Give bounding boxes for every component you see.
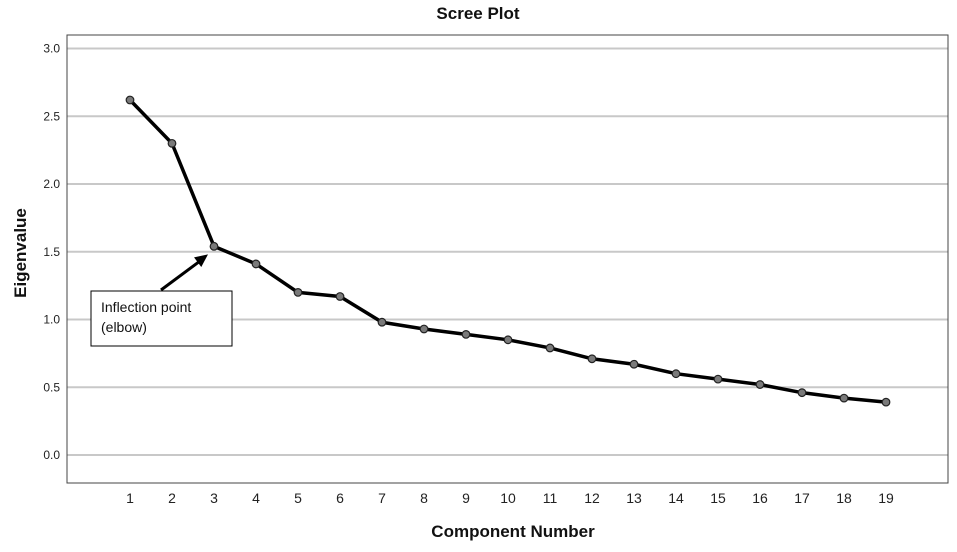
x-tick-label: 10 [500, 490, 516, 506]
x-tick-label: 12 [584, 490, 600, 506]
series-layer [125, 95, 891, 407]
y-tick-label: 0.0 [43, 448, 60, 462]
data-point [167, 138, 177, 148]
y-tick-label: 3.0 [43, 42, 60, 56]
data-point [587, 354, 597, 364]
data-point [209, 241, 219, 251]
x-tick-label: 5 [294, 490, 302, 506]
x-tick-label: 3 [210, 490, 218, 506]
elbow-annotation: Inflection point (elbow) [90, 254, 233, 347]
annotation-arrow [160, 259, 202, 292]
x-tick-label: 8 [420, 490, 428, 506]
annotation-arrowhead [194, 254, 208, 267]
data-point [251, 259, 261, 269]
x-tick-label: 13 [626, 490, 642, 506]
plot-frame [66, 34, 949, 484]
annotation-text: Inflection point [101, 299, 191, 315]
annotation-box [90, 290, 233, 347]
data-point [629, 359, 639, 369]
data-point [545, 343, 555, 353]
x-tick-label: 18 [836, 490, 852, 506]
x-tick-label: 6 [336, 490, 344, 506]
y-tick-label: 0.5 [43, 380, 60, 394]
data-point [503, 335, 513, 345]
data-point [377, 317, 387, 327]
x-tick-labels: 1 2 3 4 5 6 7 8 9 10 11 12 13 14 15 16 17 18 19 [126, 490, 894, 506]
y-tick-label: 2.5 [43, 109, 60, 123]
chart-title: Scree Plot [436, 4, 519, 23]
x-tick-label: 9 [462, 490, 470, 506]
y-tick-label: 1.5 [43, 245, 60, 259]
data-point [125, 95, 135, 105]
data-point [797, 388, 807, 398]
annotation-text: (elbow) [101, 319, 147, 335]
data-point [755, 380, 765, 389]
x-tick-label: 16 [752, 490, 768, 506]
data-point [881, 397, 891, 407]
data-point [461, 330, 471, 339]
x-tick-label: 11 [543, 490, 558, 506]
x-tick-label: 7 [378, 490, 386, 506]
y-tick-labels: 0.0 0.5 1.0 1.5 2.0 2.5 3.0 [43, 42, 60, 463]
x-tick-label: 1 [126, 490, 134, 506]
x-tick-label: 4 [252, 490, 260, 506]
x-axis-title: Component Number [431, 522, 595, 541]
data-point [839, 393, 849, 403]
data-point [713, 374, 723, 384]
x-tick-label: 2 [168, 490, 176, 506]
y-tick-label: 2.0 [43, 177, 60, 191]
y-axis-title: Eigenvalue [11, 208, 30, 298]
x-tick-label: 15 [710, 490, 726, 506]
data-point [335, 292, 345, 301]
x-tick-label: 19 [878, 490, 894, 506]
x-tick-label: 17 [794, 490, 810, 506]
x-tick-label: 14 [668, 490, 684, 506]
data-point [419, 324, 429, 334]
data-point [671, 369, 681, 379]
y-tick-label: 1.0 [43, 313, 60, 327]
data-point [293, 288, 303, 297]
